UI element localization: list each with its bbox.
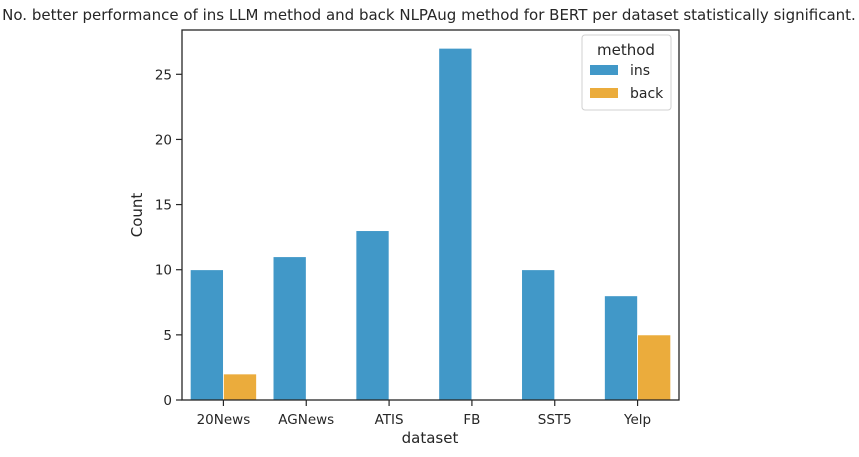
x-tick-label: SST5 xyxy=(538,412,572,428)
y-tick-label: 20 xyxy=(155,132,172,148)
bar-ins-agnews xyxy=(272,256,307,401)
legend-label-ins: ins xyxy=(630,63,650,79)
x-axis-label: dataset xyxy=(402,429,459,447)
bar-ins-yelp xyxy=(604,295,638,401)
y-tick-label: 5 xyxy=(163,328,172,344)
y-tick-label: 15 xyxy=(155,198,172,214)
x-ticks: 20News AGNews ATIS FB SST5 Yelp xyxy=(197,400,651,428)
legend-title: method xyxy=(597,41,655,59)
y-tick-label: 10 xyxy=(155,263,172,279)
bars-group xyxy=(189,47,672,401)
legend-swatch-ins xyxy=(590,65,618,75)
x-tick-label: AGNews xyxy=(278,412,334,428)
bar-back-yelp xyxy=(637,334,672,401)
plot-frame xyxy=(181,29,680,401)
y-ticks: 0 5 10 15 20 25 xyxy=(155,67,182,409)
legend-swatch-back xyxy=(590,88,618,98)
x-tick-label: 20News xyxy=(197,412,251,428)
y-axis-label: Count xyxy=(128,193,146,238)
legend-label-back: back xyxy=(630,86,664,102)
legend: method ins back xyxy=(581,34,672,111)
y-tick-label: 25 xyxy=(155,67,172,83)
bar-ins-fb xyxy=(438,47,473,401)
chart-title: No. better performance of ins LLM method… xyxy=(2,6,856,24)
bar-ins-atis xyxy=(355,230,390,401)
bar-ins-sst5 xyxy=(521,269,556,401)
x-tick-label: ATIS xyxy=(375,412,404,428)
bar-back-20news xyxy=(223,373,257,401)
bar-ins-20news xyxy=(189,269,224,401)
x-tick-label: FB xyxy=(463,412,480,428)
x-tick-label: Yelp xyxy=(623,412,651,428)
y-tick-label: 0 xyxy=(163,393,172,409)
